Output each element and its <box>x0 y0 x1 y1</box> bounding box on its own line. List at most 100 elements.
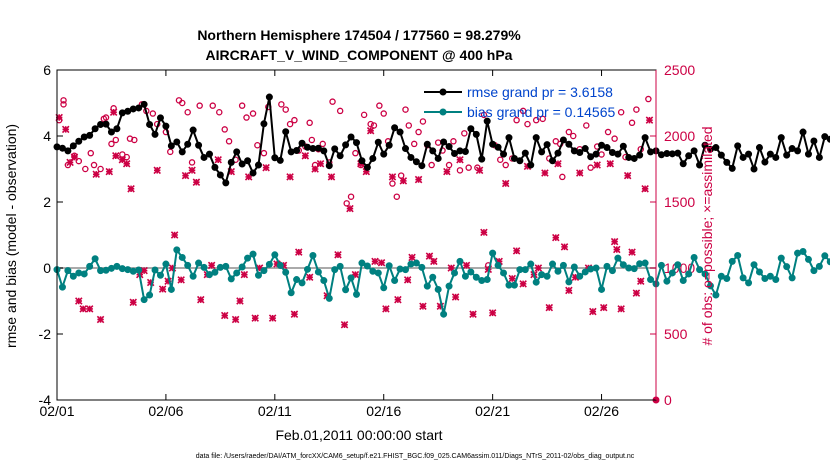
assimilated-point <box>177 276 185 284</box>
bias-point <box>412 259 420 267</box>
bias-point <box>630 265 638 273</box>
rmse-point <box>505 134 513 142</box>
possible-point <box>329 98 336 105</box>
bias-point <box>200 263 208 271</box>
bias-point <box>690 253 698 261</box>
bias-point <box>565 278 573 286</box>
possible-point <box>75 157 83 165</box>
rmse-point <box>434 154 442 162</box>
rmse-point <box>429 147 437 155</box>
bias-point <box>331 266 339 274</box>
rmse-point <box>581 145 589 153</box>
rmse-point <box>826 135 830 143</box>
rmse-point <box>320 147 328 155</box>
bias-point <box>314 268 322 276</box>
assimilated-point <box>92 170 100 179</box>
x-tick-label: 02/01 <box>39 403 74 419</box>
bias-point <box>189 272 197 280</box>
bias-point <box>614 254 622 262</box>
rmse-point <box>385 141 393 149</box>
rmse-point <box>685 152 693 160</box>
assimilated-point <box>262 163 270 172</box>
bias-point <box>745 279 753 287</box>
bias-point <box>363 262 371 270</box>
bias-point <box>271 251 279 259</box>
x-tick-label: 02/21 <box>475 403 510 419</box>
bias-point <box>440 310 448 318</box>
rmse-point <box>402 145 410 153</box>
assimilated-point <box>96 315 105 324</box>
assimilated-point <box>617 305 625 313</box>
rmse-point <box>380 150 388 158</box>
bias-point <box>276 261 284 269</box>
assimilated-point <box>519 280 527 288</box>
assimilated-point <box>419 302 427 311</box>
bias-point <box>222 262 230 270</box>
rmse-point <box>821 133 829 141</box>
bias-point <box>434 285 442 293</box>
possible-point <box>410 140 418 148</box>
possible-point <box>559 173 566 181</box>
assimilated-point <box>61 125 70 134</box>
possible-point <box>497 156 504 164</box>
rmse-point <box>178 148 186 156</box>
assimilated-point <box>508 274 517 283</box>
possible-point <box>282 106 289 113</box>
assimilated-point <box>346 204 354 213</box>
rmse-point <box>674 149 682 157</box>
bias-point <box>64 267 72 275</box>
possible-point <box>376 102 383 109</box>
possible-point <box>149 110 157 117</box>
assimilated-point <box>394 295 402 304</box>
possible-point <box>110 105 117 112</box>
rmse-point <box>205 150 213 158</box>
bias-point <box>309 251 317 259</box>
legend-label-bias: bias grand pr = 0.14565 <box>467 104 615 120</box>
y-tick-label-left: 2 <box>43 194 51 210</box>
assimilated-point <box>75 297 83 305</box>
possible-point <box>480 111 488 119</box>
rmse-point <box>554 149 562 157</box>
bias-point <box>167 285 175 293</box>
assimilated-point <box>414 175 423 184</box>
rmse-point <box>712 144 720 152</box>
bias-point <box>249 250 257 258</box>
x-tick-label: 02/26 <box>584 403 619 419</box>
bias-point <box>227 275 235 283</box>
rmse-point <box>783 151 791 159</box>
possible-point <box>587 164 594 171</box>
bias-point <box>140 296 148 304</box>
bias-point <box>91 255 99 263</box>
assimilated-point <box>430 257 438 266</box>
y-tick-label-right: 0 <box>664 392 672 408</box>
bias-point <box>461 272 469 280</box>
rmse-point <box>173 138 181 146</box>
bias-point <box>581 268 589 276</box>
assimilated-point <box>541 169 549 177</box>
rmse-point <box>233 148 241 156</box>
rmse-point <box>576 149 584 156</box>
rmse-point <box>200 153 208 161</box>
possible-point <box>306 119 313 127</box>
bias-point <box>238 263 246 271</box>
rmse-point <box>728 164 736 172</box>
bias-point <box>483 276 491 284</box>
rmse-point <box>815 153 823 161</box>
assimilated-point <box>408 253 416 262</box>
bias-point <box>211 268 219 276</box>
possible-point <box>502 161 509 169</box>
bias-point <box>69 272 77 280</box>
rmse-point <box>396 128 404 136</box>
possible-point <box>64 161 72 169</box>
possible-point <box>123 153 130 161</box>
bias-point <box>86 262 94 270</box>
bias-point <box>342 286 350 294</box>
possible-point <box>456 167 464 174</box>
possible-point <box>419 118 427 125</box>
bias-point <box>619 261 627 269</box>
rmse-point <box>461 148 469 156</box>
rmse-point <box>113 125 121 133</box>
rmse-point <box>363 163 371 171</box>
possible-point <box>254 141 261 149</box>
